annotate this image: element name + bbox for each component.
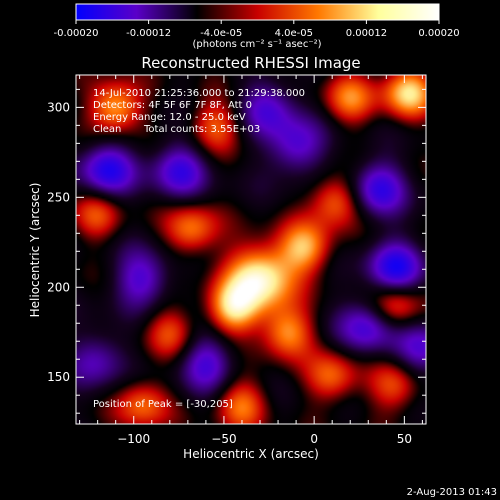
colorbar-tick-label: 0.00020 [418,28,459,39]
y-tick-label: 200 [47,280,70,294]
peak-position-text: Position of Peak = [-30,205] [93,399,233,410]
colorbar: -0.00020 -0.00012 -4.0e-05 4.0e-05 0.00012 0.… [54,3,460,50]
x-tick-label: 0 [310,432,318,446]
total-counts-text: Total counts: 3.55E+03 [143,124,260,135]
colorbar-ticks [75,20,440,24]
date-stamp: 2-Aug-2013 01:43 [407,487,497,498]
plot-area [75,74,427,425]
chart-title: Reconstructed RHESSI Image [141,54,360,72]
method-text: Clean [93,124,121,135]
colorbar-tick-label: -0.00020 [54,28,99,39]
time-range-text: 14-Jul-2010 21:25:36.000 to 21:29:38.000 [93,88,305,99]
axis-ticks [76,75,426,424]
colorbar-tick-labels: -0.00020 -0.00012 -4.0e-05 4.0e-05 0.00012 0.… [54,28,460,39]
y-tick-label: 250 [47,190,70,204]
y-tick-label: 150 [47,370,70,384]
y-tick-labels: 150 200 250 300 [47,100,70,384]
x-tick-label: −50 [211,432,236,446]
colorbar-units-label: (photons cm⁻² s⁻¹ asec⁻²) [192,39,321,50]
y-axis-label: Heliocentric Y (arcsec) [28,183,42,318]
x-axis-label: Heliocentric X (arcsec) [183,447,319,461]
plot-frame [75,74,427,425]
energy-range-text: Energy Range: 12.0 - 25.0 keV [93,112,246,123]
x-tick-label: 50 [397,432,412,446]
x-tick-labels: −100 −50 0 50 [117,432,412,446]
colorbar-tick-label: 0.00012 [346,28,387,39]
detectors-text: Detectors: 4F 5F 6F 7F 8F, Att 0 [93,100,252,111]
x-tick-label: −100 [117,432,150,446]
colorbar-strip [75,3,440,21]
colorbar-tick-label: -0.00012 [126,28,171,39]
colorbar-tick-label: -4.0e-05 [200,28,242,39]
y-tick-label: 300 [47,100,70,114]
heatmap-image [76,75,426,424]
image-annotations: 14-Jul-2010 21:25:36.000 to 21:29:38.000… [93,88,305,410]
colorbar-tick-label: 4.0e-05 [275,28,313,39]
